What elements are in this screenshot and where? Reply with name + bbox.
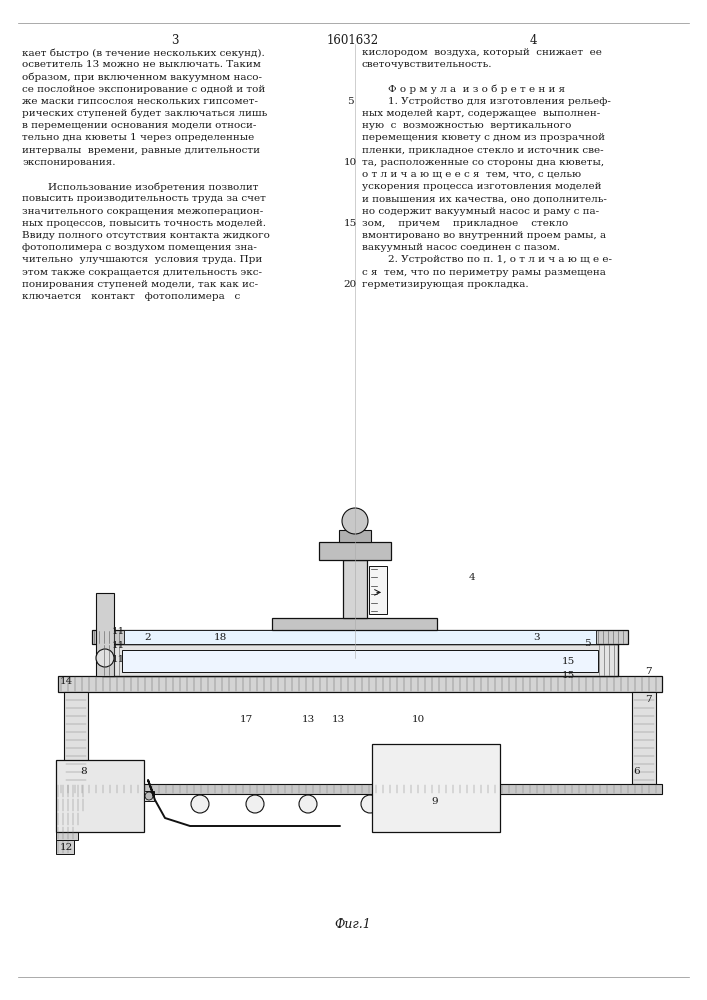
Bar <box>56 812 82 826</box>
Text: Ф о р м у л а  и з о б р е т е н и я: Ф о р м у л а и з о б р е т е н и я <box>362 85 565 94</box>
Text: 3: 3 <box>534 634 540 643</box>
Bar <box>92 630 628 644</box>
Text: повысить производительность труда за счет: повысить производительность труда за сче… <box>22 194 266 203</box>
Text: 11: 11 <box>112 656 124 664</box>
Circle shape <box>246 795 264 813</box>
Text: кает быстро (в течение нескольких секунд).: кает быстро (в течение нескольких секунд… <box>22 48 264 57</box>
Circle shape <box>342 508 368 534</box>
Bar <box>102 644 618 676</box>
Text: 15: 15 <box>561 670 575 680</box>
Text: Использование изобретения позволит: Использование изобретения позволит <box>22 182 259 192</box>
Text: зом,    причем    прикладное    стекло: зом, причем прикладное стекло <box>362 219 568 228</box>
Text: пленки, прикладное стекло и источник све-: пленки, прикладное стекло и источник све… <box>362 146 604 155</box>
Text: 3: 3 <box>171 34 179 47</box>
Text: 7: 7 <box>645 668 651 676</box>
Text: 11: 11 <box>112 642 124 650</box>
Text: 1. Устройство для изготовления рельеф-: 1. Устройство для изготовления рельеф- <box>362 97 611 106</box>
Bar <box>632 692 656 784</box>
Text: се послойное экспонирование с одной и той: се послойное экспонирование с одной и то… <box>22 85 265 94</box>
Bar <box>56 798 86 812</box>
Text: Ввиду полного отсутствия контакта жидкого: Ввиду полного отсутствия контакта жидког… <box>22 231 270 240</box>
Text: фотополимера с воздухом помещения зна-: фотополимера с воздухом помещения зна- <box>22 243 257 252</box>
Bar <box>58 784 662 794</box>
Bar <box>372 744 500 832</box>
Text: 2. Устройство по п. 1, о т л и ч а ю щ е е-: 2. Устройство по п. 1, о т л и ч а ю щ е… <box>362 255 612 264</box>
Bar <box>56 826 78 840</box>
Circle shape <box>419 795 437 813</box>
Text: 6: 6 <box>633 768 641 776</box>
Text: этом также сокращается длительность экс-: этом также сокращается длительность экс- <box>22 268 262 277</box>
Text: 8: 8 <box>81 768 87 776</box>
Text: вакуумный насос соединен с пазом.: вакуумный насос соединен с пазом. <box>362 243 560 252</box>
Text: осветитель 13 можно не выключать. Таким: осветитель 13 можно не выключать. Таким <box>22 60 261 69</box>
Text: 1601632: 1601632 <box>327 34 379 47</box>
Bar <box>144 791 154 801</box>
Text: светочувствительность.: светочувствительность. <box>362 60 493 69</box>
Text: 11: 11 <box>112 628 124 637</box>
Text: 5: 5 <box>346 97 354 106</box>
Bar <box>339 530 371 542</box>
Text: образом, при включенном вакуумном насо-: образом, при включенном вакуумном насо- <box>22 72 262 82</box>
Text: 15: 15 <box>561 658 575 666</box>
Text: 12: 12 <box>59 842 73 852</box>
Text: 4: 4 <box>469 574 475 582</box>
Bar <box>56 840 74 854</box>
Bar <box>122 650 598 672</box>
Circle shape <box>479 795 497 813</box>
Text: значительного сокращения межоперацион-: значительного сокращения межоперацион- <box>22 207 263 216</box>
Text: 13: 13 <box>301 716 315 724</box>
Bar <box>319 542 391 560</box>
Text: 4: 4 <box>530 34 537 47</box>
Text: 5: 5 <box>584 639 590 648</box>
Bar <box>58 676 662 692</box>
Text: перемещения кювету с дном из прозрачной: перемещения кювету с дном из прозрачной <box>362 133 605 142</box>
Text: та, расположенные со стороны дна кюветы,: та, расположенные со стороны дна кюветы, <box>362 158 604 167</box>
Text: экспонирования.: экспонирования. <box>22 158 115 167</box>
Text: 10: 10 <box>411 716 425 724</box>
Text: понирования ступеней модели, так как ис-: понирования ступеней модели, так как ис- <box>22 280 258 289</box>
Bar <box>272 618 438 630</box>
Text: 14: 14 <box>59 678 73 686</box>
Bar <box>56 784 90 798</box>
Text: ную  с  возможностью  вертикального: ную с возможностью вертикального <box>362 121 571 130</box>
Text: о т л и ч а ю щ е е с я  тем, что, с целью: о т л и ч а ю щ е е с я тем, что, с цель… <box>362 170 581 179</box>
Text: 9: 9 <box>432 798 438 806</box>
Text: 13: 13 <box>332 716 344 724</box>
Bar <box>56 760 144 832</box>
Bar <box>369 566 387 614</box>
Text: 20: 20 <box>344 280 356 289</box>
Text: кислородом  воздуха, который  снижает  ее: кислородом воздуха, который снижает ее <box>362 48 602 57</box>
Text: интервалы  времени, равные длительности: интервалы времени, равные длительности <box>22 146 260 155</box>
Text: и повышения их качества, оно дополнитель-: и повышения их качества, оно дополнитель… <box>362 194 607 203</box>
Circle shape <box>96 649 114 667</box>
Text: ных процессов, повысить точность моделей.: ных процессов, повысить точность моделей… <box>22 219 266 228</box>
Text: в перемещении основания модели относи-: в перемещении основания модели относи- <box>22 121 257 130</box>
Text: Фиг.1: Фиг.1 <box>334 918 371 930</box>
Circle shape <box>299 795 317 813</box>
Text: но содержит вакуумный насос и раму с па-: но содержит вакуумный насос и раму с па- <box>362 207 599 216</box>
Text: с я  тем, что по периметру рамы размещена: с я тем, что по периметру рамы размещена <box>362 268 606 277</box>
Text: 7: 7 <box>645 696 651 704</box>
Text: 2: 2 <box>145 634 151 643</box>
Text: ных моделей карт, содержащее  выполнен-: ных моделей карт, содержащее выполнен- <box>362 109 600 118</box>
Text: рических ступеней будет заключаться лишь: рических ступеней будет заключаться лишь <box>22 109 267 118</box>
Bar <box>124 630 596 644</box>
Circle shape <box>191 795 209 813</box>
Text: ключается   контакт   фотополимера   с: ключается контакт фотополимера с <box>22 292 240 301</box>
Text: вмонтировано во внутренний проем рамы, а: вмонтировано во внутренний проем рамы, а <box>362 231 606 240</box>
Text: 18: 18 <box>214 634 227 643</box>
Text: 15: 15 <box>344 219 356 228</box>
Text: герметизирующая прокладка.: герметизирующая прокладка. <box>362 280 529 289</box>
Circle shape <box>145 792 153 800</box>
Text: ускорения процесса изготовления моделей: ускорения процесса изготовления моделей <box>362 182 602 191</box>
Circle shape <box>361 795 379 813</box>
Text: же маски гипсослоя нескольких гипсомет-: же маски гипсослоя нескольких гипсомет- <box>22 97 258 106</box>
Text: тельно дна кюветы 1 через определенные: тельно дна кюветы 1 через определенные <box>22 133 255 142</box>
Bar <box>96 593 114 676</box>
Text: 10: 10 <box>344 158 356 167</box>
Bar <box>343 560 367 618</box>
Text: 17: 17 <box>240 716 252 724</box>
Bar <box>64 692 88 784</box>
Text: чительно  улучшаются  условия труда. При: чительно улучшаются условия труда. При <box>22 255 262 264</box>
